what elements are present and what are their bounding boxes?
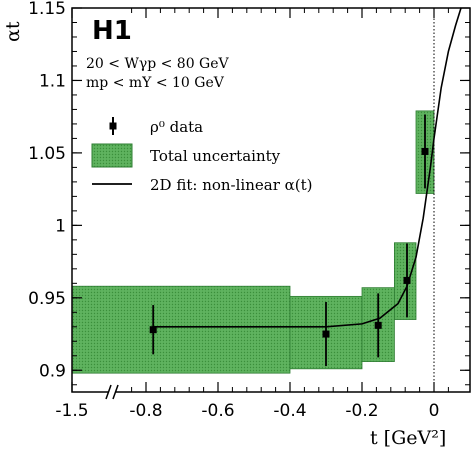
data-point-2 [374, 321, 382, 329]
axis-break-mark [105, 384, 112, 400]
y-tick-label-4: 1.1 [39, 71, 66, 91]
y-tick-label-5: 1.15 [28, 0, 66, 19]
axis-break-mark [112, 384, 119, 400]
h1-logo: H1 [92, 16, 132, 46]
x-tick-label-0: -1.5 [55, 401, 88, 421]
annotation-mass-range: mp < mY < 10 GeV [86, 75, 225, 91]
x-tick-label-5: 0 [429, 401, 440, 421]
legend-data-marker [109, 117, 117, 135]
y-tick-label-3: 1.05 [28, 144, 66, 164]
annotation-w-range: 20 < Wγp < 80 GeV [86, 56, 230, 72]
fit-curve [153, 7, 462, 328]
x-axis-title: t [GeV²] [370, 427, 446, 449]
legend-label-fit: 2D fit: non-linear α(t) [150, 176, 313, 194]
data-point-0 [149, 326, 157, 334]
y-tick-label-1: 0.95 [28, 289, 66, 309]
axis-break-gap [108, 384, 116, 400]
x-tick-label-4: -0.2 [345, 401, 378, 421]
uncertainty-box-0 [71, 285, 291, 374]
fit-curve-layer [153, 7, 462, 328]
legend-label-data: ρ⁰ data [150, 118, 203, 136]
data-point-3 [403, 276, 411, 284]
legend-label-uncertainty: Total uncertainty [150, 147, 281, 165]
legend-uncertainty-swatch [91, 143, 133, 168]
axes: 0.9 0.95 1 1.05 1.1 1.15 -1.5 -0.8 -0.6 -0.4 -0.2 0 [28, 0, 471, 421]
data-point-1 [322, 330, 330, 338]
y-tick-label-2: 1 [55, 216, 66, 236]
y-axis-title: αt [2, 21, 24, 42]
plot-frame [71, 7, 471, 393]
y-tick-label-0: 0.9 [39, 361, 66, 381]
x-tick-label-2: -0.6 [201, 401, 234, 421]
x-tick-label-1: -0.8 [129, 401, 162, 421]
legend: ρ⁰ data Total uncertainty 2D fit: non-li… [91, 117, 313, 194]
data-points-layer [149, 114, 429, 367]
x-tick-label-3: -0.4 [273, 401, 306, 421]
data-point-4 [421, 147, 429, 155]
